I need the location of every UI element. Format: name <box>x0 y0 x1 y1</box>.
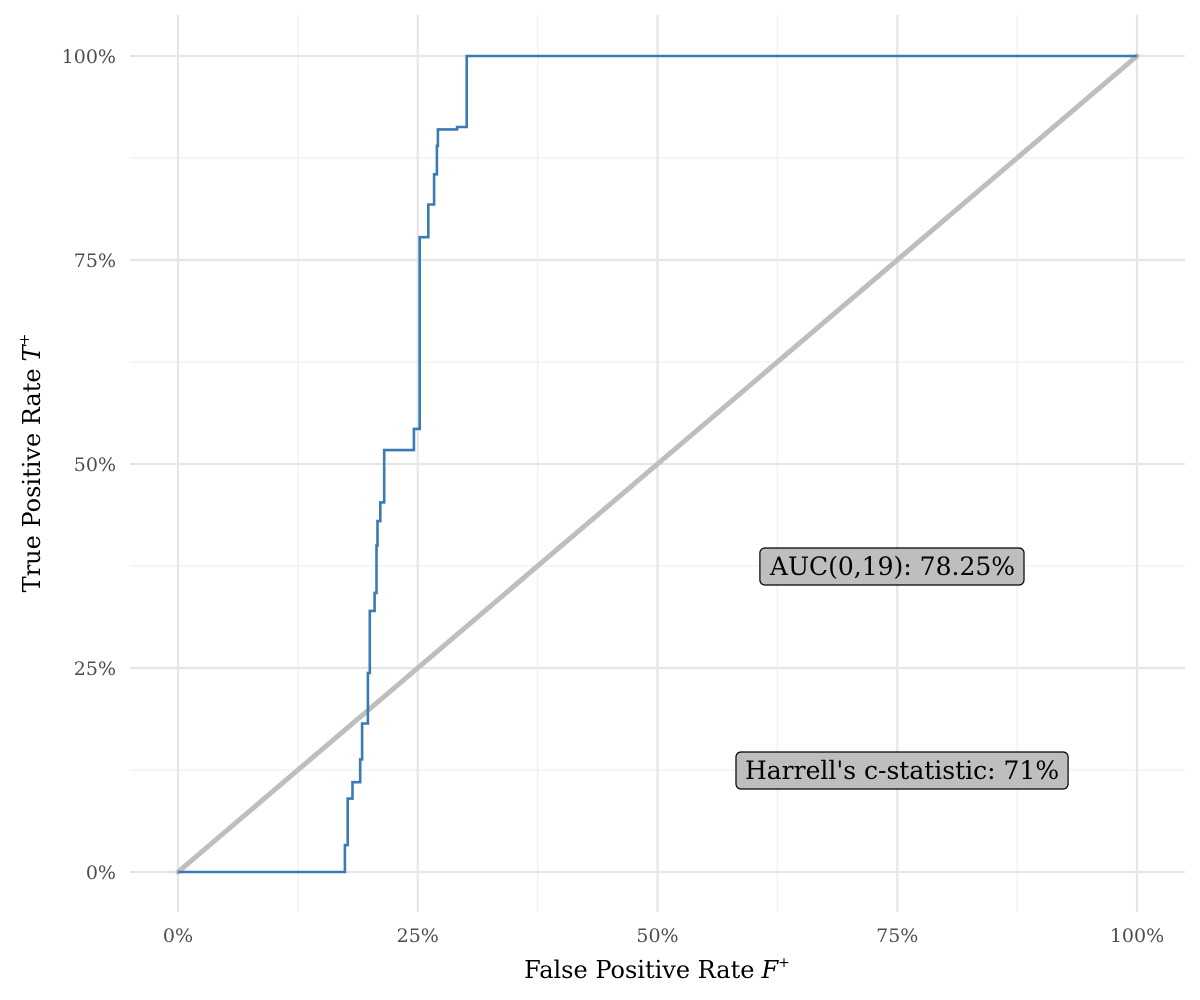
y-axis-title-text: True Positive Rate <box>18 368 46 592</box>
y-tick-label: 0% <box>86 862 116 884</box>
x-axis-title-text: False Positive Rate <box>524 956 754 984</box>
tick-layer: 0% 25% 50% 75% 100% 0% 25% 50% 75% 100% <box>62 46 1164 947</box>
x-tick-label: 25% <box>397 925 439 947</box>
y-tick-label: 75% <box>74 250 116 272</box>
y-axis-superscript: + <box>17 334 33 346</box>
x-axis-title: False Positive Rate F+ <box>524 955 790 984</box>
x-tick-label: 0% <box>163 925 193 947</box>
annotation-box <box>735 751 1069 790</box>
y-tick-label: 100% <box>62 46 116 68</box>
y-axis-title-group: True Positive Rate T+ <box>17 334 46 593</box>
x-axis-symbol: F <box>760 956 779 984</box>
annotation-text: AUC(0,19): 78.25% <box>769 552 1015 581</box>
series-layer <box>175 53 1140 875</box>
x-tick-label: 100% <box>1110 925 1164 947</box>
x-tick-label: 75% <box>876 925 918 947</box>
y-tick-label: 50% <box>74 454 116 476</box>
roc-curve-line <box>178 54 1137 874</box>
annotation-label: Harrell's c-statistic: 71% <box>735 751 1069 790</box>
annotation-box <box>759 547 1025 586</box>
annotation-layer: AUC(0,19): 78.25% Harrell's c-statistic: … <box>735 547 1069 790</box>
y-axis-title: True Positive Rate T+ <box>17 334 46 593</box>
x-axis-superscript: + <box>778 955 790 971</box>
annotation-text: Harrell's c-statistic: 71% <box>745 756 1059 785</box>
reference-diagonal-line <box>175 53 1140 875</box>
y-axis-symbol: T <box>18 343 46 361</box>
x-tick-label: 50% <box>636 925 678 947</box>
y-tick-label: 25% <box>74 658 116 680</box>
annotation-label: AUC(0,19): 78.25% <box>759 547 1025 586</box>
